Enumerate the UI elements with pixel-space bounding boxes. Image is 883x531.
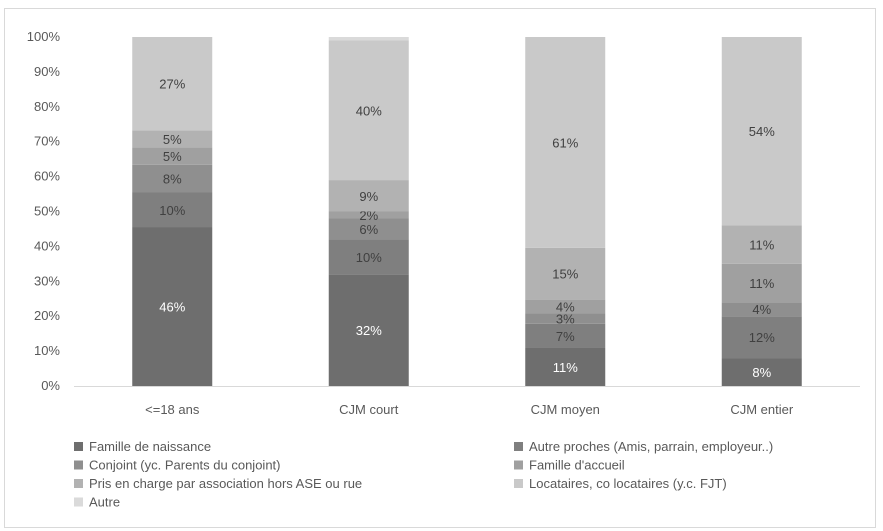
bar-segment [525, 247, 606, 300]
y-tick-label: 30% [34, 273, 60, 288]
legend-swatch [514, 442, 523, 451]
bar-segment [132, 147, 213, 165]
data-label: 15% [552, 267, 578, 282]
data-label: 8% [752, 365, 771, 380]
bar-segment [721, 358, 802, 386]
legend-swatch [74, 479, 83, 488]
data-label: 54% [749, 124, 775, 139]
bar-segment [132, 192, 213, 228]
data-label: 11% [749, 238, 774, 253]
y-tick-label: 50% [34, 204, 60, 219]
data-label: 8% [163, 172, 182, 187]
data-label: 10% [159, 203, 185, 218]
bar-segment [721, 225, 802, 264]
x-category-label: CJM entier [730, 402, 794, 417]
data-label: 32% [356, 323, 382, 338]
bar-segment [525, 323, 606, 348]
data-label: 4% [752, 302, 771, 317]
x-category-label: CJM moyen [531, 402, 600, 417]
legend-swatch [74, 460, 83, 470]
legend-label: Famille de naissance [89, 439, 211, 454]
legend-swatch [514, 479, 523, 488]
legend-label: Conjoint (yc. Parents du conjoint) [89, 458, 280, 473]
data-label: 5% [163, 132, 182, 147]
data-label: 6% [359, 222, 378, 237]
legend-swatch [74, 497, 83, 507]
y-tick-label: 100% [27, 29, 61, 44]
data-label: 3% [556, 312, 575, 327]
x-category-label: <=18 ans [145, 402, 200, 417]
y-tick-label: 40% [34, 238, 60, 253]
bar-segment [328, 239, 409, 275]
x-category-label: CJM court [339, 402, 399, 417]
y-tick-label: 70% [34, 134, 60, 149]
bar-segment [721, 37, 802, 226]
legend-label: Pris en charge par association hors ASE … [89, 476, 362, 491]
data-label: 7% [556, 329, 575, 344]
data-label: 12% [749, 330, 775, 345]
bar-segment [721, 302, 802, 317]
legend-label: Autre [89, 495, 120, 510]
data-label: 11% [553, 360, 578, 375]
y-tick-label: 0% [41, 378, 60, 393]
data-label: 2% [359, 208, 378, 223]
y-tick-label: 10% [34, 343, 60, 358]
data-label: 10% [356, 250, 382, 265]
bar-segment [132, 130, 213, 148]
y-tick-label: 60% [34, 169, 60, 184]
data-label: 40% [356, 103, 382, 118]
bar-segment [328, 40, 409, 181]
chart-frame [4, 8, 876, 528]
bar-segment [721, 263, 802, 303]
data-label: 61% [552, 135, 578, 150]
data-label: 27% [159, 77, 185, 92]
bar-segment [525, 299, 606, 314]
y-tick-label: 80% [34, 99, 60, 114]
y-tick-label: 20% [34, 308, 60, 323]
bar-segment [328, 274, 409, 386]
bar-segment [525, 313, 606, 324]
data-label: 46% [159, 300, 185, 315]
bar-segment [328, 218, 409, 240]
legend-swatch [74, 442, 83, 451]
legend-label: Locataires, co locataires (y.c. FJT) [529, 476, 727, 491]
bar-segment [132, 37, 213, 131]
bar-segment [328, 37, 409, 41]
bar-segment [721, 316, 802, 359]
y-tick-label: 90% [34, 64, 60, 79]
legend-label: Autre proches (Amis, parrain, employeur.… [529, 439, 773, 454]
bar-segment [132, 227, 213, 386]
legend-label: Famille d'accueil [529, 458, 625, 473]
bar-segment [525, 347, 606, 386]
data-label: 9% [359, 189, 378, 204]
data-label: 5% [163, 149, 182, 164]
bar-segment [328, 211, 409, 219]
data-label: 11% [749, 276, 774, 291]
bar-segment [132, 164, 213, 193]
legend-swatch [514, 460, 523, 470]
bar-segment [328, 180, 409, 212]
bar-segment [525, 37, 606, 248]
data-label: 4% [556, 300, 575, 315]
